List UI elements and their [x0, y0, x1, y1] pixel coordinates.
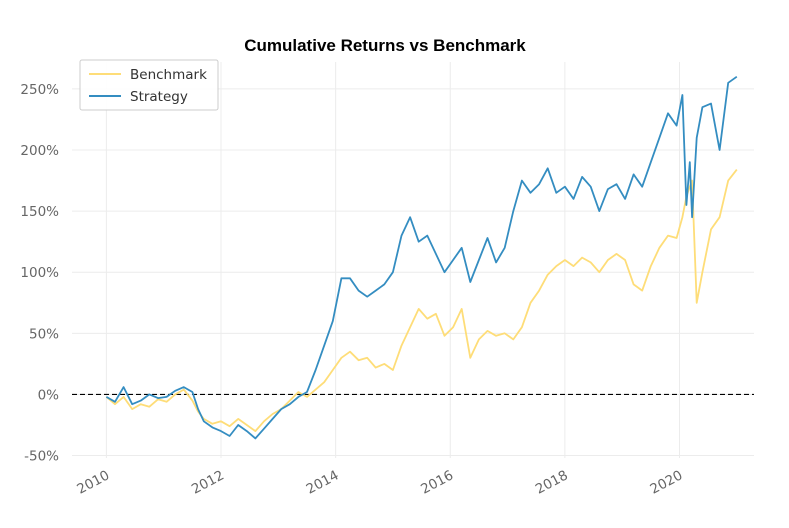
y-tick-label: 150% — [20, 204, 59, 220]
series-layer — [105, 75, 738, 440]
x-tick-label: 2016 — [418, 467, 456, 497]
legend-label-strategy: Strategy — [130, 89, 188, 105]
grid-lines — [72, 62, 754, 458]
x-axis-ticks: 2010 2012 2014 2016 2018 2020 — [74, 467, 685, 497]
series-line-strategy — [105, 75, 738, 440]
y-tick-label: 100% — [20, 265, 59, 281]
y-tick-label: 200% — [20, 143, 59, 159]
series-line-benchmark — [105, 169, 738, 433]
legend-label-benchmark: Benchmark — [130, 67, 207, 83]
y-tick-label: 50% — [29, 326, 59, 342]
legend: Benchmark Strategy — [79, 59, 219, 111]
y-tick-label: 0% — [38, 387, 60, 403]
y-tick-label: -50% — [24, 449, 59, 465]
y-tick-label: 250% — [20, 82, 59, 98]
x-tick-label: 2010 — [74, 467, 112, 497]
y-axis-ticks: -50% 0% 50% 100% 150% 200% 250% — [20, 82, 59, 465]
legend-box — [79, 59, 219, 111]
x-tick-label: 2014 — [304, 467, 342, 497]
chart-title: Cumulative Returns vs Benchmark — [244, 36, 526, 55]
x-tick-label: 2020 — [648, 467, 686, 497]
x-tick-label: 2012 — [189, 467, 227, 497]
x-tick-label: 2018 — [533, 467, 571, 497]
